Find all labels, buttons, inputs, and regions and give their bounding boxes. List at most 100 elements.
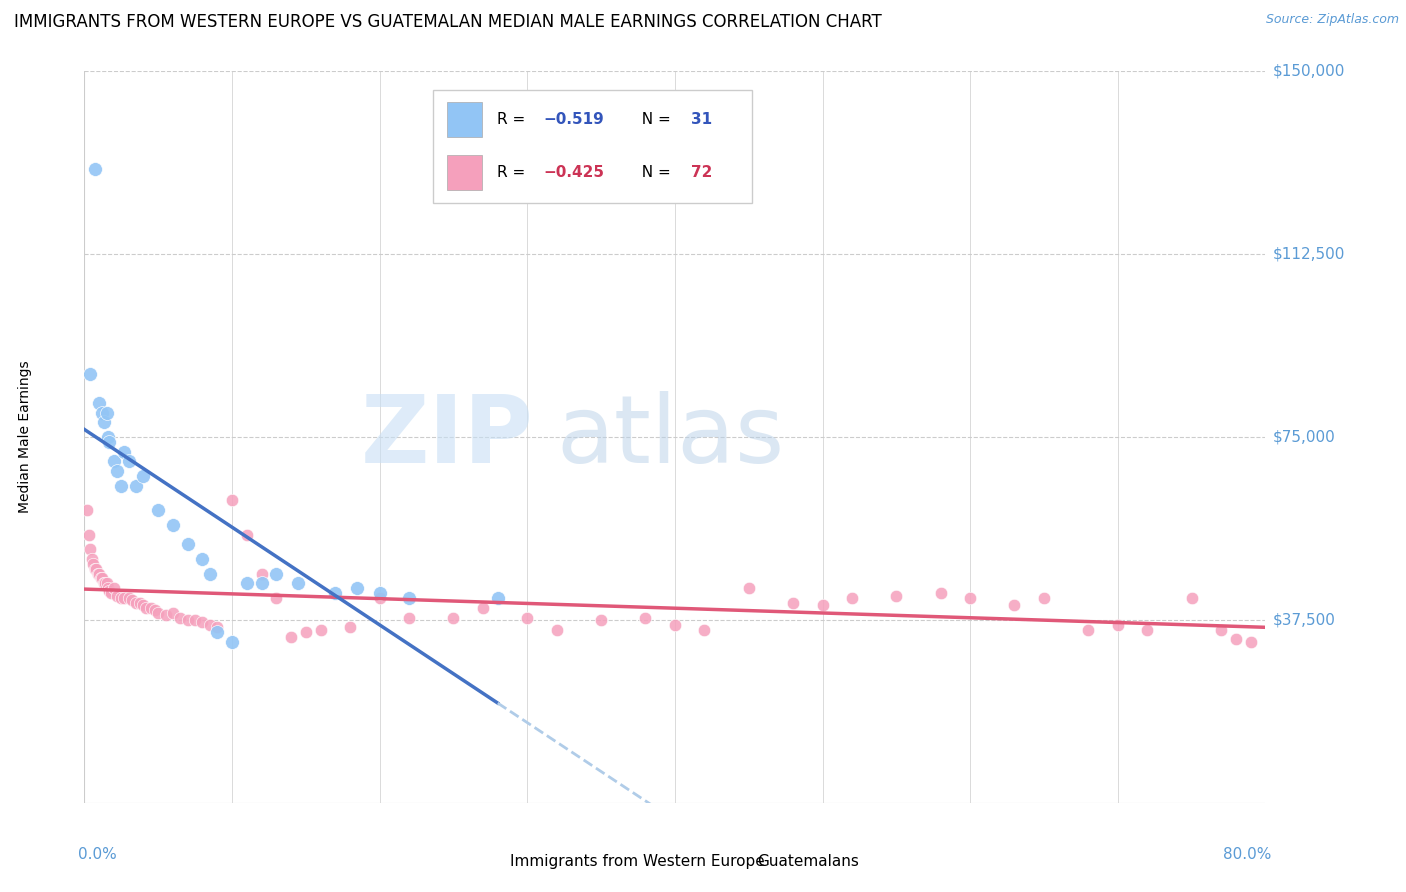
- Point: [103, 581, 125, 595]
- Point: [177, 537, 200, 551]
- Text: 72: 72: [692, 165, 713, 180]
- Point: [83, 161, 105, 176]
- Point: [105, 589, 128, 603]
- Point: [118, 454, 141, 468]
- Point: [287, 576, 309, 591]
- Point: [98, 583, 121, 598]
- Text: R =: R =: [496, 165, 530, 180]
- Point: [79, 542, 101, 557]
- Point: [250, 566, 273, 581]
- Point: [79, 367, 101, 381]
- Point: [221, 493, 243, 508]
- Text: Median Male Earnings: Median Male Earnings: [18, 360, 32, 514]
- Point: [121, 593, 143, 607]
- Point: [339, 620, 361, 634]
- Point: [80, 552, 103, 566]
- Point: [97, 581, 120, 595]
- Point: [91, 406, 114, 420]
- Point: [264, 566, 288, 581]
- Point: [1032, 591, 1054, 605]
- Point: [77, 527, 100, 541]
- Point: [83, 562, 105, 576]
- Text: 0.0%: 0.0%: [79, 847, 117, 862]
- Point: [177, 613, 200, 627]
- Point: [103, 454, 125, 468]
- Point: [148, 503, 170, 517]
- Point: [235, 576, 259, 591]
- Point: [169, 610, 191, 624]
- Point: [96, 576, 118, 591]
- Point: [76, 503, 98, 517]
- Point: [93, 576, 115, 591]
- Point: [87, 396, 111, 410]
- Point: [811, 599, 834, 613]
- Point: [118, 591, 141, 605]
- Text: −0.425: −0.425: [544, 165, 605, 180]
- Point: [1209, 623, 1232, 637]
- Text: Guatemalans: Guatemalans: [758, 854, 859, 869]
- Text: $75,000: $75,000: [1272, 430, 1336, 444]
- Point: [346, 581, 368, 595]
- Point: [198, 617, 221, 632]
- Point: [198, 566, 221, 581]
- Text: 80.0%: 80.0%: [1223, 847, 1271, 862]
- Point: [132, 599, 155, 613]
- Text: $37,500: $37,500: [1272, 613, 1336, 627]
- Point: [191, 615, 214, 630]
- Point: [98, 434, 121, 449]
- Point: [693, 623, 716, 637]
- Text: atlas: atlas: [557, 391, 785, 483]
- Point: [97, 430, 120, 444]
- Point: [90, 572, 112, 586]
- Point: [84, 562, 107, 576]
- Point: [105, 464, 128, 478]
- Point: [125, 596, 148, 610]
- Point: [441, 610, 464, 624]
- Point: [782, 596, 804, 610]
- Point: [93, 416, 115, 430]
- Point: [221, 635, 243, 649]
- Point: [94, 576, 117, 591]
- Point: [398, 610, 420, 624]
- Point: [472, 600, 495, 615]
- Text: 31: 31: [692, 112, 713, 128]
- Point: [235, 527, 259, 541]
- Point: [139, 600, 162, 615]
- FancyBboxPatch shape: [474, 847, 503, 876]
- Point: [280, 630, 302, 644]
- Point: [1107, 617, 1129, 632]
- Text: Immigrants from Western Europe: Immigrants from Western Europe: [509, 854, 765, 869]
- Point: [1077, 623, 1099, 637]
- Point: [205, 620, 228, 634]
- Point: [91, 572, 114, 586]
- Point: [250, 576, 273, 591]
- Point: [664, 617, 686, 632]
- Point: [112, 444, 135, 458]
- Point: [87, 566, 111, 581]
- Point: [264, 591, 288, 605]
- Point: [516, 610, 538, 624]
- Point: [100, 586, 122, 600]
- Text: ZIP: ZIP: [360, 391, 533, 483]
- Point: [886, 589, 908, 603]
- Point: [110, 591, 132, 605]
- Point: [112, 591, 135, 605]
- Point: [959, 591, 981, 605]
- Text: $112,500: $112,500: [1272, 247, 1344, 261]
- Point: [323, 586, 347, 600]
- Point: [135, 600, 157, 615]
- FancyBboxPatch shape: [433, 90, 752, 203]
- Point: [841, 591, 863, 605]
- Point: [1004, 599, 1026, 613]
- Point: [125, 479, 148, 493]
- Point: [1136, 623, 1159, 637]
- Point: [191, 552, 214, 566]
- Point: [295, 625, 318, 640]
- Point: [205, 625, 228, 640]
- Text: IMMIGRANTS FROM WESTERN EUROPE VS GUATEMALAN MEDIAN MALE EARNINGS CORRELATION CH: IMMIGRANTS FROM WESTERN EUROPE VS GUATEM…: [14, 13, 882, 31]
- Point: [309, 623, 332, 637]
- Point: [86, 566, 108, 581]
- Point: [1225, 632, 1247, 647]
- Point: [110, 479, 132, 493]
- Point: [162, 517, 184, 532]
